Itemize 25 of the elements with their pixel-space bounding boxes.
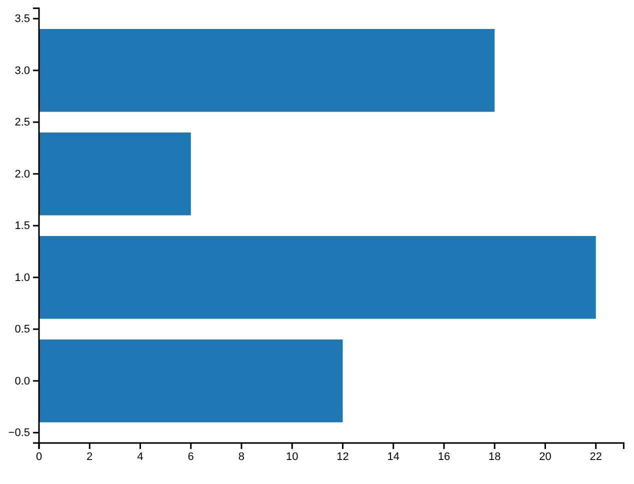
y-tick-label: 2.0 xyxy=(14,168,30,180)
x-tick-label: 2 xyxy=(86,450,93,463)
y-tick-label: 1.5 xyxy=(14,220,30,232)
y-tick-label: 1.0 xyxy=(14,272,30,284)
x-tick-label: 14 xyxy=(387,450,400,463)
x-tick-label: 10 xyxy=(286,450,298,463)
y-tick-label: 3.5 xyxy=(14,13,30,26)
x-tick-label: 4 xyxy=(137,450,144,463)
x-tick-label: 8 xyxy=(238,450,245,463)
x-tick-label: 22 xyxy=(590,450,602,463)
bar xyxy=(39,132,191,216)
y-tick-label: 0.5 xyxy=(14,324,30,336)
bar xyxy=(39,29,495,112)
x-tick-label: 12 xyxy=(336,450,349,463)
bar xyxy=(39,236,596,319)
y-tick-label: −0.5 xyxy=(8,427,30,440)
y-tick-label: 0.0 xyxy=(14,375,30,388)
y-tick-label: 3.0 xyxy=(14,64,30,77)
x-tick-label: 20 xyxy=(539,450,552,463)
bar xyxy=(39,340,343,422)
x-tick-label: 16 xyxy=(438,450,450,463)
x-tick-label: 6 xyxy=(188,450,194,463)
y-tick-label: 2.5 xyxy=(14,116,30,129)
x-tick-label: 0 xyxy=(36,450,42,463)
x-tick-label: 18 xyxy=(488,450,501,463)
